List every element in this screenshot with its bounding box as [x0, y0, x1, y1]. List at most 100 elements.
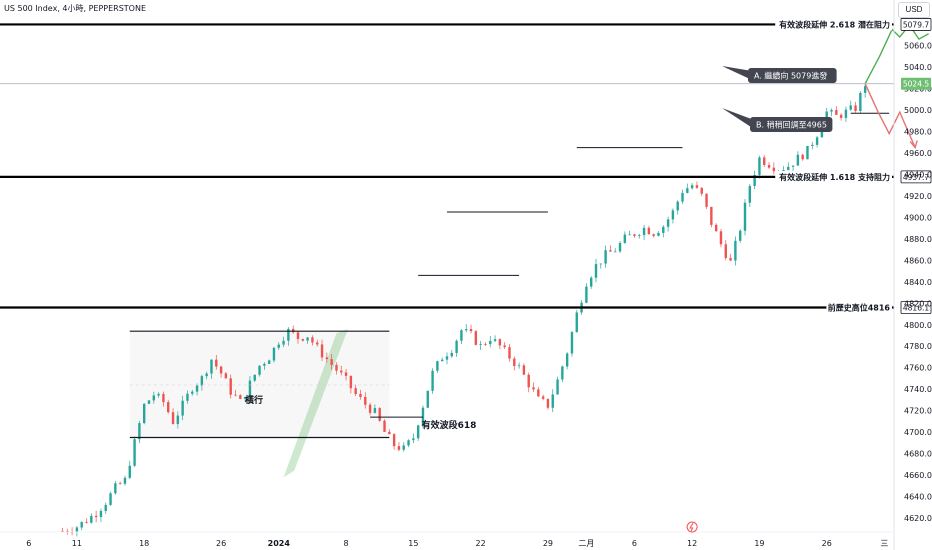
candle	[210, 359, 213, 379]
candle-body	[402, 445, 405, 450]
candle	[340, 365, 343, 376]
candle	[623, 231, 627, 244]
candle	[714, 223, 718, 232]
candle-body	[729, 258, 732, 261]
candle-body	[320, 344, 324, 358]
candle-body	[248, 380, 252, 397]
candle	[734, 236, 737, 266]
candle	[575, 309, 578, 333]
drawing-lines	[129, 24, 929, 439]
time-tick-label: 19	[754, 539, 764, 548]
candle	[796, 151, 800, 166]
candle-body	[743, 202, 747, 231]
candle	[565, 352, 569, 370]
candle-body	[594, 264, 598, 278]
candle	[763, 155, 766, 168]
candle	[440, 357, 444, 362]
candle	[791, 165, 795, 171]
price-tick-label: 4940.0	[904, 170, 932, 179]
candle-body	[118, 483, 122, 485]
candle	[604, 245, 607, 268]
candle	[133, 436, 136, 467]
callout-b-label: B. 稍稍回調至4965	[756, 120, 827, 130]
candle	[176, 411, 180, 429]
candle-body	[330, 359, 333, 365]
candle	[854, 101, 857, 113]
candle-body	[272, 347, 276, 361]
candle	[316, 339, 319, 347]
price-axis[interactable]: 4620.0 4640.0 4660.0 4680.0 4700.0 4720.0 4740…	[893, 0, 932, 550]
candle	[835, 106, 838, 115]
candle-body	[666, 219, 670, 227]
candle-body	[282, 340, 285, 345]
candle	[229, 374, 232, 399]
candle	[80, 521, 83, 531]
candle-body	[734, 240, 737, 261]
candle	[167, 399, 170, 414]
candle	[537, 387, 540, 397]
time-axis[interactable]: 6 11 18 26 2024 8 15 22 29 二月 6 12 19 26 三	[0, 521, 894, 548]
candle-body	[407, 440, 410, 446]
candle-body	[296, 332, 300, 340]
callout-b-pointer	[722, 108, 754, 129]
candle-body	[450, 352, 454, 357]
candle-body	[714, 224, 718, 232]
candle	[633, 233, 636, 238]
candle-body	[397, 446, 401, 450]
key-level-tag: 4816.1	[903, 303, 929, 312]
candle	[498, 338, 502, 350]
key-level-label: 前歷史高位4816	[828, 302, 891, 312]
price-tick-label: 4920.0	[904, 192, 932, 201]
candle	[205, 371, 208, 380]
candle	[638, 233, 641, 239]
candle	[695, 181, 699, 189]
candle-body	[522, 365, 526, 375]
candle-body	[142, 403, 146, 424]
candle	[397, 442, 401, 452]
candle-body	[758, 157, 761, 175]
candle	[700, 187, 703, 197]
candle-body	[570, 332, 574, 354]
candle	[450, 350, 454, 358]
candle	[628, 230, 631, 236]
price-tick-label: 5000.0	[904, 106, 932, 115]
candle-body	[440, 359, 444, 362]
price-tick-label: 5060.0	[904, 42, 932, 51]
callout-a-box	[748, 68, 837, 83]
price-tick-label: 4820.0	[904, 299, 932, 308]
candle-body	[469, 329, 473, 332]
candle-body	[157, 393, 160, 396]
candle	[787, 162, 790, 171]
candle-body	[147, 400, 151, 404]
candle-body	[767, 164, 771, 168]
candle-body	[421, 407, 425, 426]
candle-body	[239, 395, 242, 399]
candle-body	[455, 340, 458, 353]
candle	[469, 324, 473, 334]
candle-body	[541, 396, 545, 399]
candle-body	[854, 105, 857, 111]
candle	[90, 513, 93, 524]
key-level-tag: 5079.7	[903, 20, 929, 29]
candle-body	[253, 374, 256, 381]
candle	[686, 183, 689, 194]
candle	[671, 208, 675, 224]
candle-body	[614, 251, 617, 253]
candle	[652, 233, 655, 238]
candle-body	[465, 329, 468, 331]
candle	[349, 375, 353, 394]
time-tick-label: 29	[543, 539, 553, 548]
candle	[589, 276, 593, 289]
candle-body	[527, 374, 530, 388]
candle-body	[368, 404, 372, 413]
candle-body	[863, 86, 867, 93]
key-level-tag-box	[900, 170, 932, 184]
currency-button[interactable]: USD	[898, 2, 930, 18]
candle	[416, 424, 420, 441]
time-tick-label: 12	[687, 539, 697, 548]
candle	[503, 342, 506, 349]
candle	[758, 155, 761, 179]
candle	[272, 347, 276, 363]
time-tick-label: 22	[476, 539, 486, 548]
